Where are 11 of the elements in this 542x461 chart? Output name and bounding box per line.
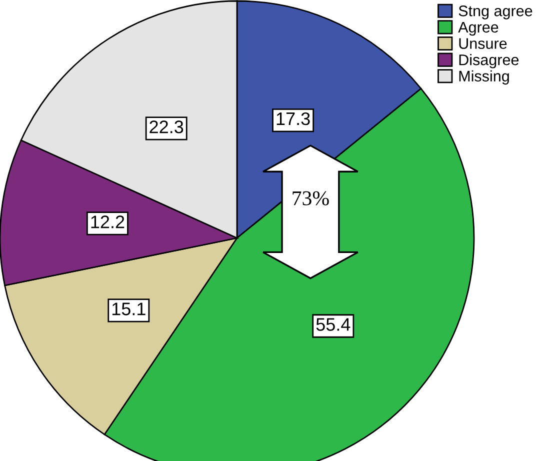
- data-label: 12.2: [91, 216, 124, 228]
- data-label: 22.3: [150, 120, 184, 134]
- legend-label: Disagree: [459, 54, 519, 68]
- data-label: 17.3: [276, 112, 310, 126]
- legend-label: Stng agree: [458, 6, 532, 20]
- text: 73%: [292, 191, 329, 206]
- legend-label: Missing: [459, 70, 509, 85]
- legend-label: Agree: [458, 22, 498, 36]
- legend-label: Unsure: [459, 38, 507, 49]
- data-label: 15.1: [112, 302, 146, 316]
- data-label: 55.4: [316, 318, 350, 331]
